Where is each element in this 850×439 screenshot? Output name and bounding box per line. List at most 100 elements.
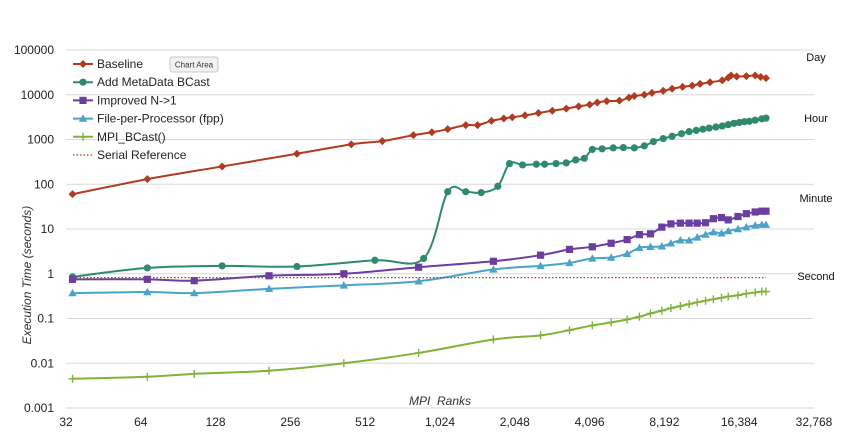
data-point [593, 98, 602, 107]
data-point [574, 102, 583, 111]
tooltip-label: Chart Area [175, 61, 214, 70]
data-point [701, 230, 710, 238]
data-point [143, 287, 152, 296]
legend-marker [78, 114, 88, 122]
data-point [742, 210, 750, 218]
legend-marker [79, 132, 87, 141]
data-point [658, 223, 666, 231]
legend-item[interactable]: File-per-Processor (fpp) [73, 112, 224, 126]
reference-label: Hour [804, 113, 828, 125]
data-point [630, 144, 638, 152]
legend-item[interactable]: Add MetaData BCast [73, 75, 210, 89]
legend-label: Serial Reference [97, 148, 187, 162]
x-tick-label: 32,768 [796, 415, 833, 429]
data-point [646, 230, 655, 238]
data-point [701, 219, 710, 227]
data-point [552, 159, 560, 168]
data-point [666, 239, 676, 247]
y-tick-label: 1000 [27, 133, 54, 147]
y-tick-label: 1 [47, 267, 54, 281]
data-point [580, 154, 588, 162]
legend-label: MPI_BCast() [97, 130, 166, 144]
data-point [751, 71, 760, 80]
data-point [565, 245, 574, 254]
data-point [709, 227, 718, 236]
data-point [622, 249, 632, 257]
data-point [761, 74, 770, 83]
data-point [717, 229, 726, 237]
data-point [635, 230, 644, 239]
data-point [607, 318, 616, 327]
legend-item[interactable]: MPI_BCast() [73, 130, 166, 144]
data-point [541, 160, 549, 168]
data-point [489, 257, 498, 265]
data-point [668, 84, 677, 93]
data-point [532, 160, 540, 168]
data-point [607, 239, 615, 247]
x-tick-label: 1,024 [425, 415, 455, 429]
data-point [562, 104, 571, 113]
data-point [727, 71, 736, 80]
data-point [265, 366, 274, 375]
data-point [588, 145, 596, 154]
data-point [685, 300, 694, 309]
data-point [462, 188, 470, 196]
data-point [706, 78, 715, 87]
x-tick-label: 512 [355, 415, 375, 429]
x-tick-label: 2,048 [500, 415, 530, 429]
data-point [143, 372, 152, 381]
data-point [693, 219, 701, 227]
data-point [619, 143, 627, 152]
legend-item[interactable]: Baseline [73, 57, 143, 71]
data-point [758, 207, 766, 215]
data-point [292, 149, 301, 158]
data-point [742, 222, 751, 231]
legend-item[interactable]: Serial Reference [73, 148, 187, 162]
data-point [190, 277, 198, 285]
y-tick-labels: 0.001 0.01 0.1 1 10 100 1000 10000 100000 [14, 43, 54, 415]
data-point [640, 142, 648, 150]
data-point [572, 156, 580, 164]
legend-item[interactable]: Improved N->1 [73, 93, 177, 107]
data-point [630, 91, 639, 100]
data-point [676, 236, 685, 244]
data-point [378, 137, 387, 146]
legend[interactable]: Baseline Add MetaData BCast Improved N->1 F… [73, 57, 224, 162]
series-4 [68, 287, 770, 383]
data-point [756, 72, 765, 81]
x-tick-label: 32 [59, 415, 73, 429]
series-line [72, 290, 767, 380]
data-point [684, 236, 694, 244]
data-point [705, 124, 713, 132]
data-point [718, 76, 727, 85]
x-tick-label: 16,384 [721, 415, 758, 429]
data-point [761, 220, 771, 228]
data-point [609, 144, 617, 152]
data-point [724, 121, 732, 129]
data-point [477, 189, 485, 197]
data-point [499, 114, 508, 123]
data-point [494, 182, 502, 190]
data-point [443, 125, 452, 134]
data-point [68, 190, 77, 199]
x-axis-title: MPI Ranks [409, 394, 471, 408]
data-point [598, 145, 606, 153]
data-point [692, 126, 700, 134]
data-point [623, 315, 632, 324]
series-line [72, 117, 767, 278]
data-point [68, 275, 77, 283]
x-tick-label: 256 [280, 415, 300, 429]
data-point [409, 131, 418, 140]
data-point [751, 288, 760, 297]
data-point [696, 79, 705, 88]
data-point [692, 233, 702, 241]
data-point [606, 253, 616, 261]
data-point [414, 348, 423, 357]
data-point [143, 175, 152, 184]
data-point [640, 90, 649, 99]
series-2 [68, 207, 770, 285]
data-point [548, 106, 557, 115]
data-point [143, 264, 151, 272]
data-point [718, 122, 726, 130]
y-tick-label: 0.1 [37, 312, 54, 326]
